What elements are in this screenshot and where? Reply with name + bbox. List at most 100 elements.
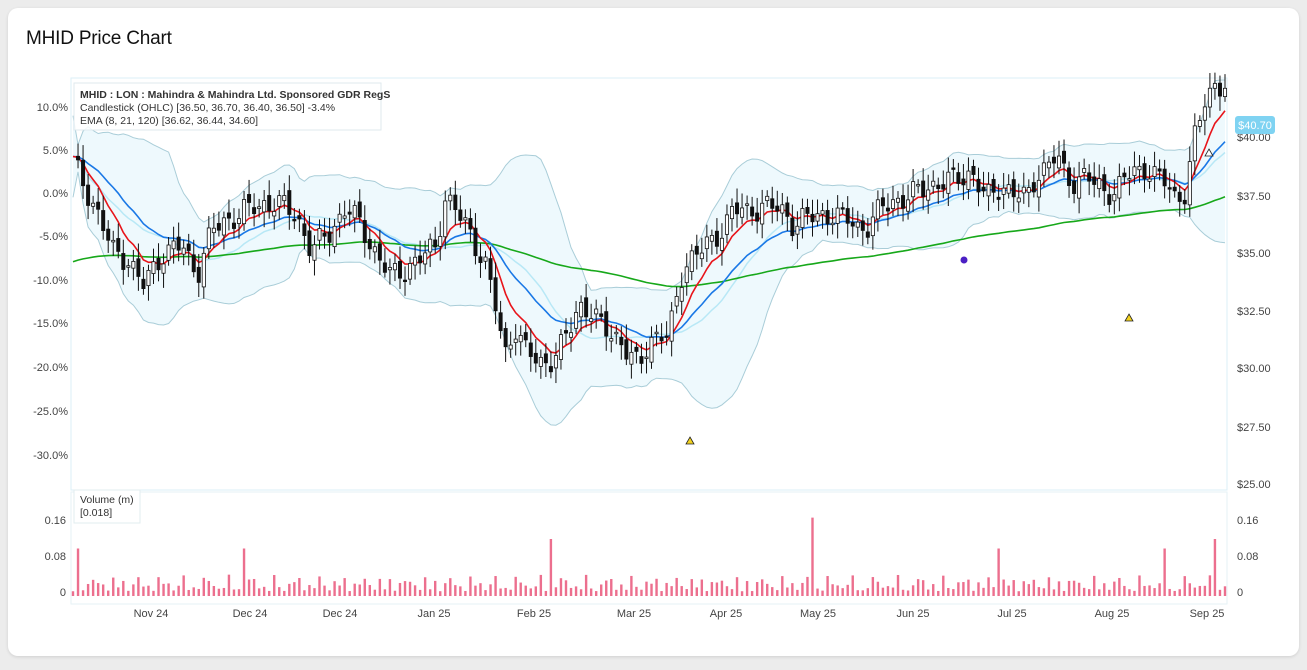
volume-bar — [1087, 589, 1091, 596]
candle-body — [594, 308, 599, 315]
x-axis-tick: Dec 24 — [233, 608, 268, 620]
volume-bar — [479, 583, 482, 596]
volume-bar — [856, 590, 859, 596]
candle-body — [976, 178, 981, 193]
volume-bar — [343, 578, 346, 596]
candle-body — [272, 211, 277, 217]
band-lower — [72, 171, 1226, 426]
volume-bar — [454, 585, 457, 596]
x-axis-tick: May 25 — [800, 608, 836, 620]
volume-bar — [745, 581, 749, 596]
candle-body — [81, 159, 86, 187]
candle-body — [1021, 186, 1026, 194]
volume-legend-box — [73, 489, 141, 524]
candle-body — [433, 239, 438, 248]
axes: 10.0% 5.0% 0.0% -5.0% -10.0% -15.0% -20.0% -25.… — [33, 102, 1271, 620]
volume-bar — [494, 576, 497, 596]
candle-body — [775, 205, 780, 212]
volume-bar — [534, 586, 538, 596]
candle-body — [121, 253, 126, 270]
volume-bar — [600, 584, 603, 596]
volume-bar — [308, 585, 311, 596]
candle-body — [966, 170, 971, 190]
candle-body — [498, 312, 503, 332]
volume-bar — [952, 589, 955, 596]
candle-body — [986, 183, 991, 197]
candle-body — [1001, 187, 1006, 195]
candle-body — [1011, 179, 1016, 198]
volume-bar — [1103, 583, 1106, 596]
volume-bar — [891, 587, 895, 596]
candle-body — [392, 263, 397, 271]
volume-bar — [1153, 588, 1156, 596]
volume-bar — [650, 583, 653, 596]
candle-body — [649, 336, 654, 363]
candle-body — [730, 206, 735, 220]
candle-body — [589, 318, 594, 322]
signal-triangle — [1204, 148, 1214, 157]
volume-bar — [283, 590, 286, 596]
volume-bar — [217, 588, 221, 596]
candle-body — [815, 213, 820, 222]
right-axis-tick: $35.00 — [1237, 248, 1271, 260]
candle-body — [327, 231, 332, 243]
candle-body — [523, 332, 528, 341]
volume-bar — [439, 591, 442, 596]
candle-body — [191, 254, 196, 273]
candle-body — [1092, 176, 1097, 185]
volume-bar — [122, 580, 125, 596]
volume-bar — [147, 585, 150, 596]
price-badge-label: $40.70 — [1238, 120, 1272, 132]
candle-body — [262, 200, 267, 213]
candle-body — [96, 201, 101, 210]
volume-bar — [1012, 580, 1015, 596]
candle-body — [151, 261, 156, 274]
candle-body — [372, 246, 377, 253]
candle-body — [357, 201, 362, 218]
candle-body — [936, 184, 941, 190]
volume-bar — [1143, 585, 1146, 596]
volume-bar — [715, 582, 719, 596]
volume-bar — [876, 581, 880, 596]
volume-bar — [393, 590, 397, 596]
candle-body — [719, 237, 724, 251]
volume-bar — [86, 583, 90, 596]
candle-body — [579, 301, 584, 318]
volume-bar — [157, 577, 160, 596]
volume-bar — [987, 577, 990, 596]
volume-bar — [423, 577, 427, 596]
candle-body — [760, 202, 765, 225]
candle-body — [689, 250, 694, 272]
volume-bar — [328, 590, 331, 596]
volume-bar — [1027, 584, 1031, 596]
volume-bar — [1082, 587, 1086, 596]
volume-bar — [1168, 588, 1171, 596]
volume-bar — [871, 577, 875, 596]
volume-bar — [323, 585, 326, 596]
volume-bar — [967, 579, 970, 596]
candle-body — [885, 207, 890, 212]
candle-body — [574, 311, 579, 329]
volume-bar — [96, 583, 100, 596]
volume-bar — [605, 580, 608, 596]
candle-body — [478, 256, 483, 264]
signal-dot — [960, 256, 968, 264]
volume-bar — [207, 580, 211, 596]
volume-bar — [1002, 579, 1005, 596]
candle-body — [237, 218, 242, 224]
volume-bar — [1077, 582, 1081, 596]
candle-body — [483, 256, 488, 262]
volume-bar — [755, 582, 759, 596]
candle-body — [1026, 187, 1031, 193]
page-title: MHID Price Chart — [26, 28, 172, 49]
volume-bar — [695, 587, 698, 596]
volume-bar — [816, 588, 819, 596]
volume-bars — [71, 517, 1227, 596]
candle-body — [1192, 125, 1197, 162]
volume-bar — [1123, 585, 1126, 596]
volume-bar — [937, 590, 940, 596]
volume-bar — [710, 582, 714, 596]
candle-body — [518, 335, 523, 343]
volume-bar — [172, 590, 175, 596]
